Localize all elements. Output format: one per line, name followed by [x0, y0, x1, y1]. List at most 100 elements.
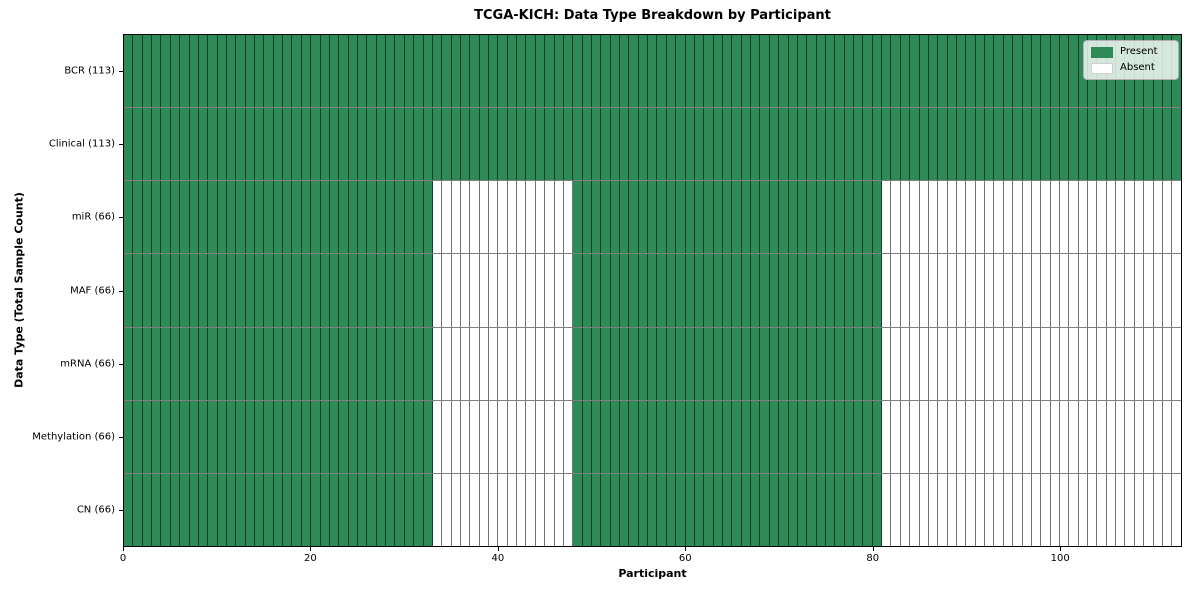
cell	[1013, 181, 1023, 254]
cell	[900, 35, 911, 108]
cell	[517, 327, 527, 400]
cell	[1153, 327, 1163, 400]
x-axis-title: Participant	[618, 567, 687, 580]
cell	[985, 108, 995, 181]
cell	[442, 181, 452, 254]
cell	[891, 473, 901, 546]
cell	[1022, 473, 1032, 546]
cell	[573, 108, 583, 181]
cell	[648, 254, 658, 327]
cell	[226, 400, 237, 473]
legend: Present Absent	[1083, 40, 1179, 80]
cell	[208, 181, 218, 254]
cell	[620, 181, 630, 254]
cell	[788, 254, 798, 327]
cell	[1022, 108, 1032, 181]
y-tick-mark	[119, 290, 123, 292]
cell	[170, 473, 181, 546]
cell	[601, 35, 611, 108]
cell	[919, 400, 929, 473]
cell	[217, 35, 227, 108]
y-tick-label-mRNA: mRNA (66)	[60, 358, 115, 370]
cell	[825, 400, 836, 473]
cell	[975, 254, 986, 327]
cell	[779, 327, 789, 400]
cell	[723, 108, 733, 181]
cell	[142, 473, 153, 546]
cell	[470, 35, 480, 108]
cell	[563, 108, 574, 181]
cell	[723, 35, 733, 108]
cell	[470, 400, 480, 473]
cell	[1116, 473, 1126, 546]
cell	[554, 473, 564, 546]
cell	[1116, 400, 1126, 473]
cell	[638, 254, 649, 327]
cell	[891, 400, 901, 473]
cell	[180, 327, 190, 400]
cell	[320, 327, 330, 400]
cell	[245, 327, 256, 400]
cell	[479, 473, 490, 546]
cell	[1153, 108, 1163, 181]
cell	[835, 473, 845, 546]
cell	[198, 400, 209, 473]
cell	[535, 327, 546, 400]
cell	[133, 35, 143, 108]
legend-swatch-absent	[1091, 62, 1113, 74]
cell	[620, 327, 630, 400]
cell	[1088, 400, 1098, 473]
cell	[938, 400, 948, 473]
cell	[882, 181, 892, 254]
cell	[404, 181, 415, 254]
cell	[470, 108, 480, 181]
cell	[919, 181, 929, 254]
cell	[1022, 327, 1032, 400]
cell	[1162, 108, 1173, 181]
cell	[1059, 327, 1070, 400]
cell	[601, 327, 611, 400]
cell	[545, 108, 555, 181]
cell	[404, 327, 415, 400]
cell	[769, 400, 780, 473]
cell	[910, 473, 920, 546]
cell	[470, 327, 480, 400]
cell	[666, 35, 677, 108]
cell	[442, 400, 452, 473]
cell	[208, 254, 218, 327]
cell	[236, 35, 246, 108]
cell	[685, 108, 695, 181]
cell	[872, 327, 883, 400]
cell	[1088, 327, 1098, 400]
cell	[1041, 473, 1051, 546]
cell	[161, 108, 171, 181]
cell	[1134, 181, 1145, 254]
cell	[526, 473, 536, 546]
cell	[124, 181, 134, 254]
cell	[825, 181, 836, 254]
cell	[535, 35, 546, 108]
cell	[189, 108, 199, 181]
cell	[489, 108, 499, 181]
cell	[1078, 108, 1089, 181]
cell	[1013, 35, 1023, 108]
cell	[320, 254, 330, 327]
cell	[610, 35, 621, 108]
cell	[779, 473, 789, 546]
cell	[367, 473, 377, 546]
cell	[311, 181, 321, 254]
cell	[432, 254, 443, 327]
cell	[1134, 108, 1145, 181]
cell	[273, 473, 284, 546]
cell	[1116, 254, 1126, 327]
cell	[1003, 108, 1014, 181]
cell	[1125, 181, 1135, 254]
cell	[470, 181, 480, 254]
cell	[563, 473, 574, 546]
cell	[938, 327, 948, 400]
cell	[376, 254, 387, 327]
cell	[732, 400, 742, 473]
cell	[376, 181, 387, 254]
cell	[283, 400, 293, 473]
cell	[1059, 254, 1070, 327]
